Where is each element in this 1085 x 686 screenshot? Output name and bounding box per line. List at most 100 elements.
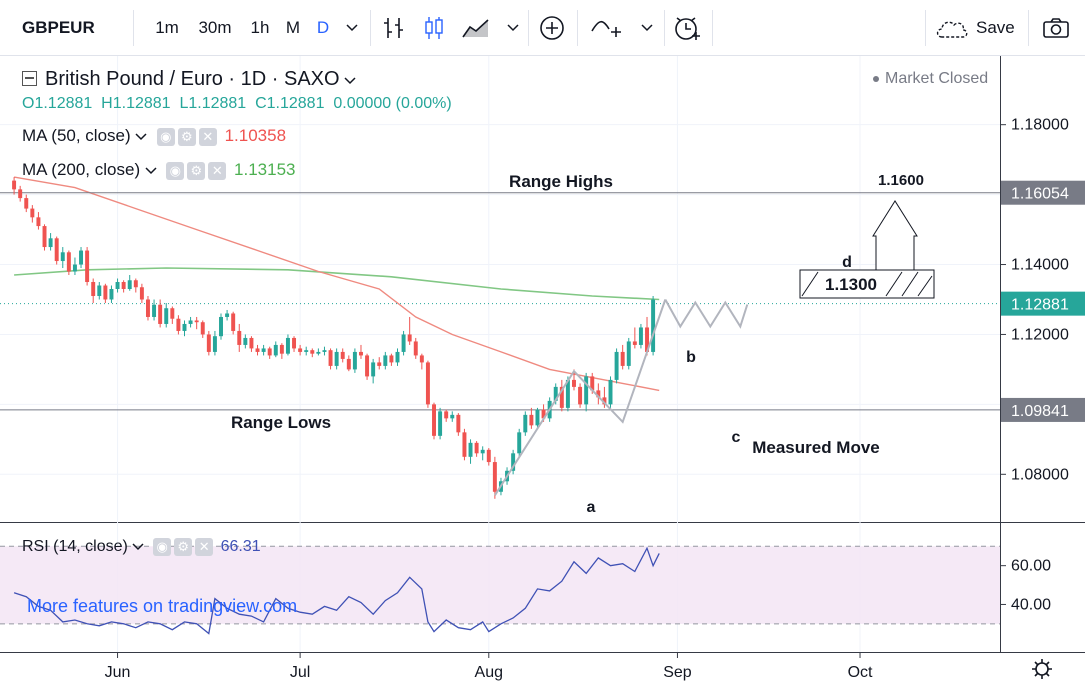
candle-body	[273, 344, 278, 356]
candle-body	[298, 348, 303, 352]
candles	[12, 177, 656, 499]
symbol-search[interactable]: GBPEUR	[22, 18, 95, 37]
candle-body	[304, 350, 309, 352]
candle-body	[511, 453, 516, 471]
candle-body	[237, 330, 242, 345]
candle-body	[578, 386, 583, 405]
candle-body	[42, 226, 47, 248]
candle-body	[12, 180, 17, 190]
chevron-down-icon[interactable]	[135, 126, 147, 145]
projection-zigzag[interactable]	[664, 299, 749, 329]
target-box[interactable]	[799, 269, 935, 299]
ma50-legend[interactable]: MA (50, close) ◉ ⚙ ✕ 1.10358	[22, 126, 286, 146]
chevron-down-icon[interactable]	[341, 0, 363, 56]
candle-body	[127, 280, 132, 289]
toolbar-divider	[133, 10, 134, 46]
wave-label-c: c	[732, 429, 741, 446]
interval-d[interactable]: D	[316, 18, 330, 37]
gear-icon[interactable]: ⚙	[177, 127, 196, 146]
price-chart[interactable]: Range Highs Range Lows Measured Move a b…	[0, 56, 1085, 686]
cloud-save-icon	[936, 21, 968, 38]
candle-body	[30, 208, 35, 218]
market-status-label: Market Closed	[885, 70, 989, 87]
eye-icon[interactable]: ◉	[153, 538, 172, 556]
collapse-icon[interactable]	[22, 71, 37, 86]
gear-icon[interactable]	[1032, 659, 1052, 679]
bar-type-icon[interactable]	[380, 0, 408, 56]
price-axis[interactable]: 1.18000 1.14000 1.12000 1.08000	[1000, 117, 1069, 484]
candle-body	[48, 238, 53, 248]
rsi-tick-label: 60.00	[1011, 558, 1051, 575]
candle-body	[572, 379, 576, 387]
eye-icon[interactable]: ◉	[156, 127, 175, 146]
close-icon[interactable]: ✕	[198, 127, 217, 146]
interval-1h[interactable]: 1h	[250, 18, 270, 37]
candle-body	[486, 449, 491, 463]
ma200-label: MA (200, close)	[22, 160, 141, 179]
toolbar-divider	[577, 10, 578, 46]
candle-body	[164, 308, 169, 324]
area-chart-icon[interactable]	[460, 0, 492, 56]
time-axis[interactable]: Jun Jul Aug Sep Oct	[105, 652, 873, 681]
y-tick-label: 1.14000	[1011, 257, 1069, 274]
chevron-down-icon[interactable]	[145, 160, 157, 179]
ohlc-high: H1.12881	[101, 95, 171, 112]
price-tags: 1.16054 1.12881 1.09841	[1001, 180, 1085, 422]
chevron-down-icon[interactable]	[344, 70, 356, 89]
chart-area[interactable]: Range Highs Range Lows Measured Move a b…	[0, 56, 1085, 686]
rsi-line[interactable]	[13, 546, 660, 635]
candle-body	[352, 351, 357, 370]
candle-body	[535, 409, 540, 426]
ma200-legend[interactable]: MA (200, close) ◉ ⚙ ✕ 1.13153	[22, 160, 295, 180]
price-tag-label: 1.16054	[1011, 186, 1069, 203]
alert-icon[interactable]	[670, 0, 704, 56]
chevron-down-icon[interactable]	[502, 0, 524, 56]
eye-icon[interactable]: ◉	[166, 161, 185, 180]
price-tag-label: 1.12881	[1011, 297, 1069, 314]
candle-body	[182, 323, 187, 331]
candles-icon[interactable]	[420, 0, 448, 56]
up-arrow-icon[interactable]	[872, 200, 918, 271]
series-legend[interactable]: British Pound / Euro · 1D · SAXO	[22, 68, 356, 91]
gear-icon[interactable]: ⚙	[187, 161, 206, 180]
y-tick-label: 1.08000	[1011, 466, 1069, 483]
candle-body	[602, 397, 607, 405]
x-tick-label: Aug	[475, 664, 503, 681]
rsi-legend[interactable]: RSI (14, close) ◉ ⚙ ✕ 66.31	[22, 538, 261, 556]
price-tag	[1001, 397, 1085, 422]
range-lines	[0, 192, 1000, 411]
chevron-down-icon[interactable]	[636, 0, 658, 56]
camera-icon[interactable]	[1038, 0, 1074, 56]
wave-label-a: a	[587, 499, 596, 516]
candle-body	[158, 304, 163, 324]
ma50-value: 1.10358	[224, 126, 287, 145]
interval-1m[interactable]: 1m	[155, 18, 179, 37]
measured-move-line[interactable]	[494, 299, 667, 496]
rsi-pane	[0, 545, 1000, 635]
candle-body	[407, 334, 412, 342]
close-icon[interactable]: ✕	[195, 538, 214, 556]
candle-body	[91, 282, 96, 296]
candle-body	[614, 351, 619, 380]
candle-body	[541, 409, 546, 419]
chevron-down-icon[interactable]	[132, 538, 144, 555]
price-tag-label: 1.09841	[1011, 403, 1069, 420]
annotations: Range Highs Range Lows Measured Move a b…	[231, 172, 924, 516]
toolbar-divider	[712, 10, 713, 46]
interval-m[interactable]: M	[285, 18, 301, 37]
close-icon[interactable]: ✕	[208, 161, 227, 180]
candle-body	[334, 351, 339, 366]
save-button[interactable]: Save	[934, 0, 1020, 56]
rsi-axis[interactable]: 60.00 40.00	[1000, 558, 1051, 614]
gear-icon[interactable]: ⚙	[174, 538, 193, 556]
candle-body	[109, 289, 114, 300]
add-indicator-icon[interactable]	[536, 0, 568, 56]
line-tool-icon[interactable]	[588, 0, 628, 56]
tradingview-watermark[interactable]: More features on tradingview.com	[27, 596, 298, 616]
candle-body	[97, 285, 102, 296]
ma200-line[interactable]	[14, 267, 660, 301]
ma50-line[interactable]	[13, 176, 660, 392]
candle-body	[438, 411, 443, 436]
candle-body	[200, 322, 205, 335]
interval-30m[interactable]: 30m	[198, 18, 232, 37]
